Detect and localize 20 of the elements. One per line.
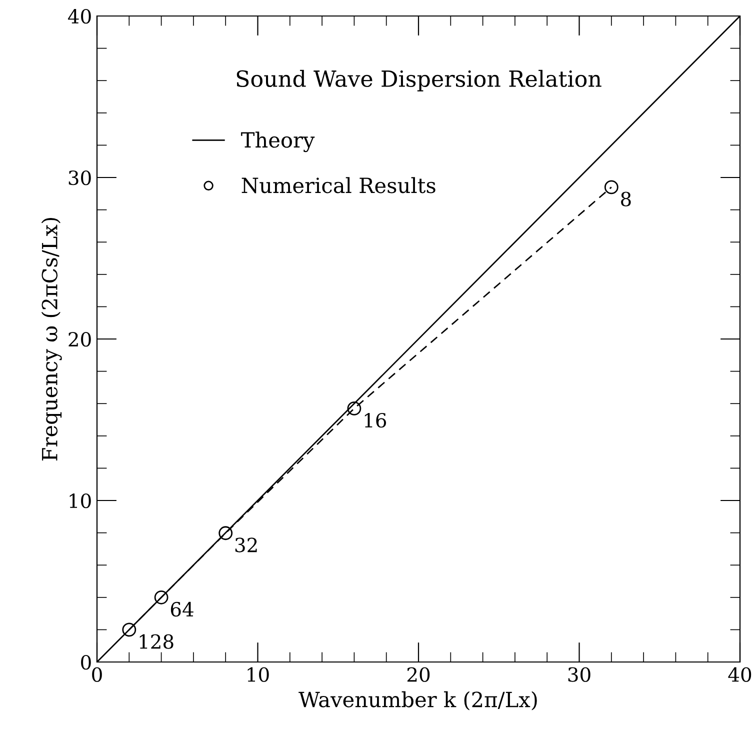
legend-label: Numerical Results [242,177,436,194]
x-tick-label: 40 [728,667,752,682]
y-axis-title: Frequency ω (2πCs/Lx) [41,218,62,461]
annotation: 32 [235,538,257,552]
x-axis-title: Wavenumber k (2π/Lx) [298,691,537,710]
y-tick-label: 0 [81,654,91,670]
y-tick-label: 10 [70,493,91,508]
y-tick-label: 20 [68,332,91,347]
annotation: 128 [140,634,174,649]
x-tick-label: 30 [568,667,590,682]
x-tick-label: 0 [92,667,102,682]
annotation: 16 [364,412,386,428]
y-tick-label: 30 [68,170,91,186]
x-tick-label: 20 [407,667,430,682]
x-tick-label: 10 [248,667,269,682]
y-tick-label: 40 [68,8,91,24]
annotation: 64 [170,602,194,617]
annotation: 8 [621,192,631,206]
legend-label: Theory [241,132,315,152]
text: Sound Wave Dispersion Relation [236,70,602,92]
